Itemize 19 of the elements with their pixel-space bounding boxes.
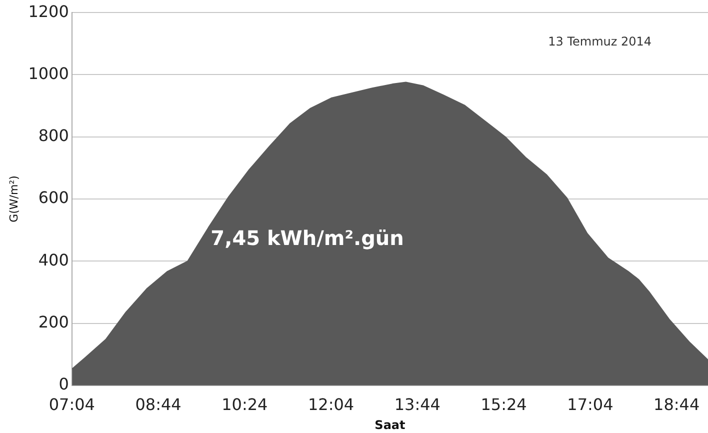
y-tick-label: 400 xyxy=(38,250,69,270)
y-tick-label: 600 xyxy=(38,188,69,208)
y-tick-label: 200 xyxy=(38,312,69,332)
y-tick-label: 0 xyxy=(58,374,69,394)
x-tick-label: 10:24 xyxy=(222,395,268,414)
x-tick-label: 13:44 xyxy=(394,395,440,414)
x-axis-title: Saat xyxy=(374,418,406,432)
annotation: 13 Temmuz 2014 xyxy=(548,34,652,49)
y-tick-label: 800 xyxy=(38,126,69,146)
x-tick-label: 07:04 xyxy=(48,395,95,414)
y-tick-label: 1000 xyxy=(28,64,69,83)
x-tick-label: 12:04 xyxy=(308,395,354,414)
annotation: 7,45 kWh/m².gün xyxy=(210,226,404,250)
x-tick-label: 08:44 xyxy=(135,395,182,414)
x-tick-label: 15:24 xyxy=(480,395,527,414)
x-tick-label: 17:04 xyxy=(567,395,614,414)
y-axis-title: G(W/m²) xyxy=(7,176,20,222)
x-tick-label: 18:44 xyxy=(654,395,700,414)
y-tick-label: 1200 xyxy=(28,2,69,21)
